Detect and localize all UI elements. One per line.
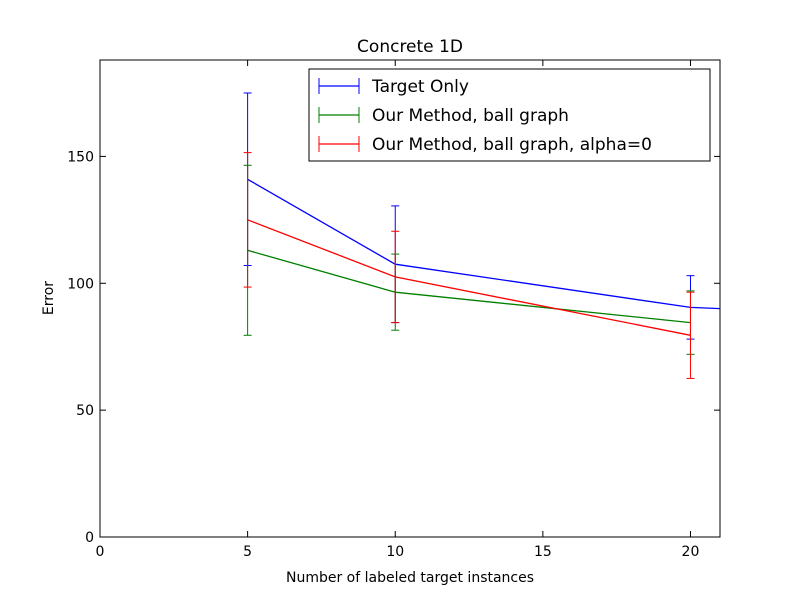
y-tick-label: 150 <box>67 149 94 165</box>
x-tick-label: 10 <box>386 544 404 560</box>
chart-title: Concrete 1D <box>357 37 463 57</box>
legend: Target Only Our Method, ball graph Our Met… <box>308 68 711 162</box>
x-tick-label: 5 <box>243 544 252 560</box>
plot-area <box>243 92 720 379</box>
series-group <box>243 92 720 379</box>
legend-label-1: Our Method, ball graph <box>372 106 569 126</box>
plot-frame <box>99 59 721 538</box>
x-tick-label: 0 <box>96 544 105 560</box>
y-tick-label: 50 <box>76 403 94 419</box>
y-axis-title: Error <box>41 281 57 315</box>
x-axis-title: Number of labeled target instances <box>286 570 534 586</box>
axes: 0 5 10 15 20 0 50 100 150 <box>67 59 721 560</box>
legend-label-0: Target Only <box>371 77 469 97</box>
legend-box <box>308 68 711 162</box>
x-tick-label: 20 <box>682 544 700 560</box>
series-line-0 <box>247 178 720 310</box>
y-tick-label: 0 <box>85 530 94 546</box>
legend-label-2: Our Method, ball graph, alpha=0 <box>372 135 652 155</box>
x-tick-label: 15 <box>534 544 552 560</box>
y-tick-label: 100 <box>67 276 94 292</box>
